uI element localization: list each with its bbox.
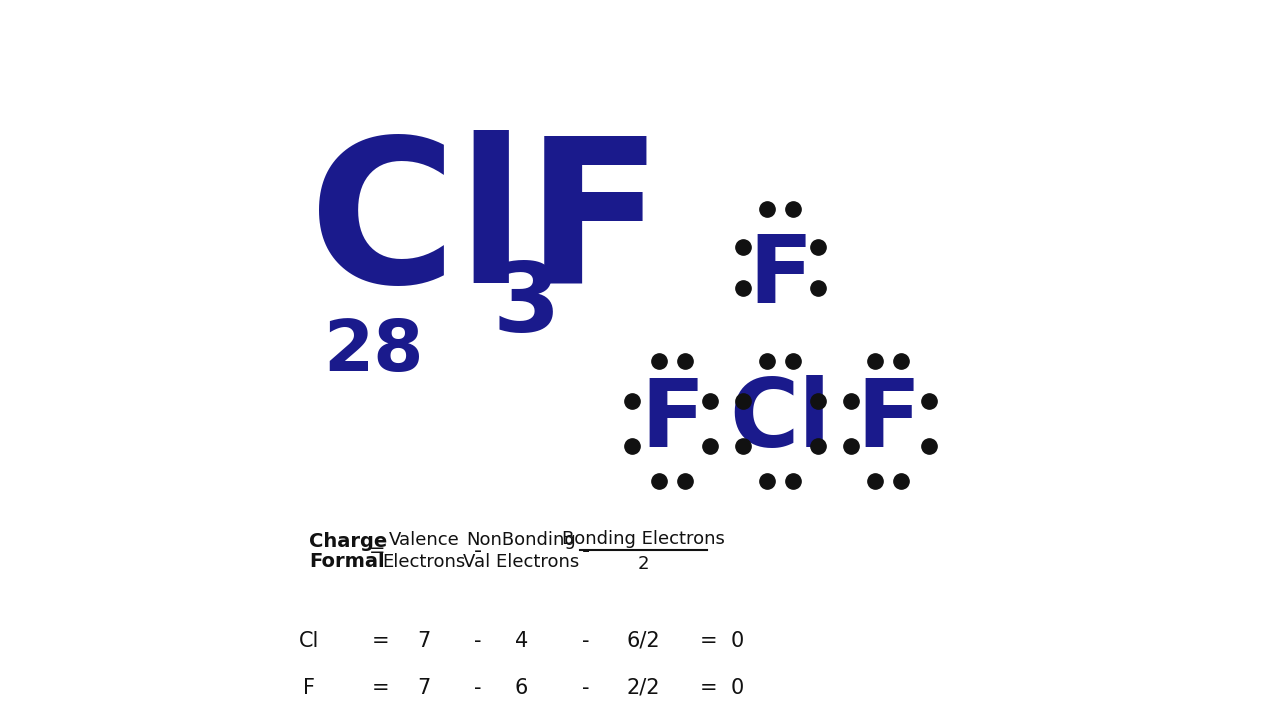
Text: Charge: Charge	[308, 532, 387, 551]
Text: -: -	[582, 678, 590, 698]
Text: 3: 3	[493, 259, 561, 352]
Text: -: -	[582, 541, 590, 561]
Text: =: =	[372, 678, 389, 698]
Text: 7: 7	[417, 678, 430, 698]
Text: ClF: ClF	[308, 130, 663, 325]
Text: 6: 6	[515, 678, 527, 698]
Text: 6/2: 6/2	[627, 631, 660, 651]
Text: F: F	[856, 375, 920, 467]
Text: 2/2: 2/2	[627, 678, 660, 698]
Text: 4: 4	[515, 631, 527, 651]
Text: -: -	[475, 631, 481, 651]
Text: F: F	[303, 678, 315, 698]
Text: Formal: Formal	[308, 552, 384, 571]
Text: =: =	[372, 631, 389, 651]
Text: -: -	[475, 678, 481, 698]
Text: =: =	[700, 631, 717, 651]
Text: =: =	[369, 541, 385, 560]
Text: =: =	[700, 678, 717, 698]
Text: F: F	[640, 375, 705, 467]
Text: -: -	[582, 631, 590, 651]
Text: 0: 0	[731, 631, 744, 651]
Text: 7: 7	[417, 631, 430, 651]
Text: -: -	[474, 541, 483, 561]
Text: Bonding Electrons: Bonding Electrons	[562, 530, 724, 548]
Text: 28: 28	[324, 317, 424, 386]
Text: Cl: Cl	[298, 631, 319, 651]
Text: 2: 2	[637, 554, 649, 573]
Text: Val Electrons: Val Electrons	[463, 553, 580, 570]
Text: Cl: Cl	[730, 375, 831, 467]
Text: Valence: Valence	[389, 531, 460, 549]
Text: 0: 0	[731, 678, 744, 698]
Text: F: F	[748, 231, 813, 323]
Text: NonBonding: NonBonding	[466, 531, 576, 549]
Text: Electrons: Electrons	[383, 553, 466, 570]
